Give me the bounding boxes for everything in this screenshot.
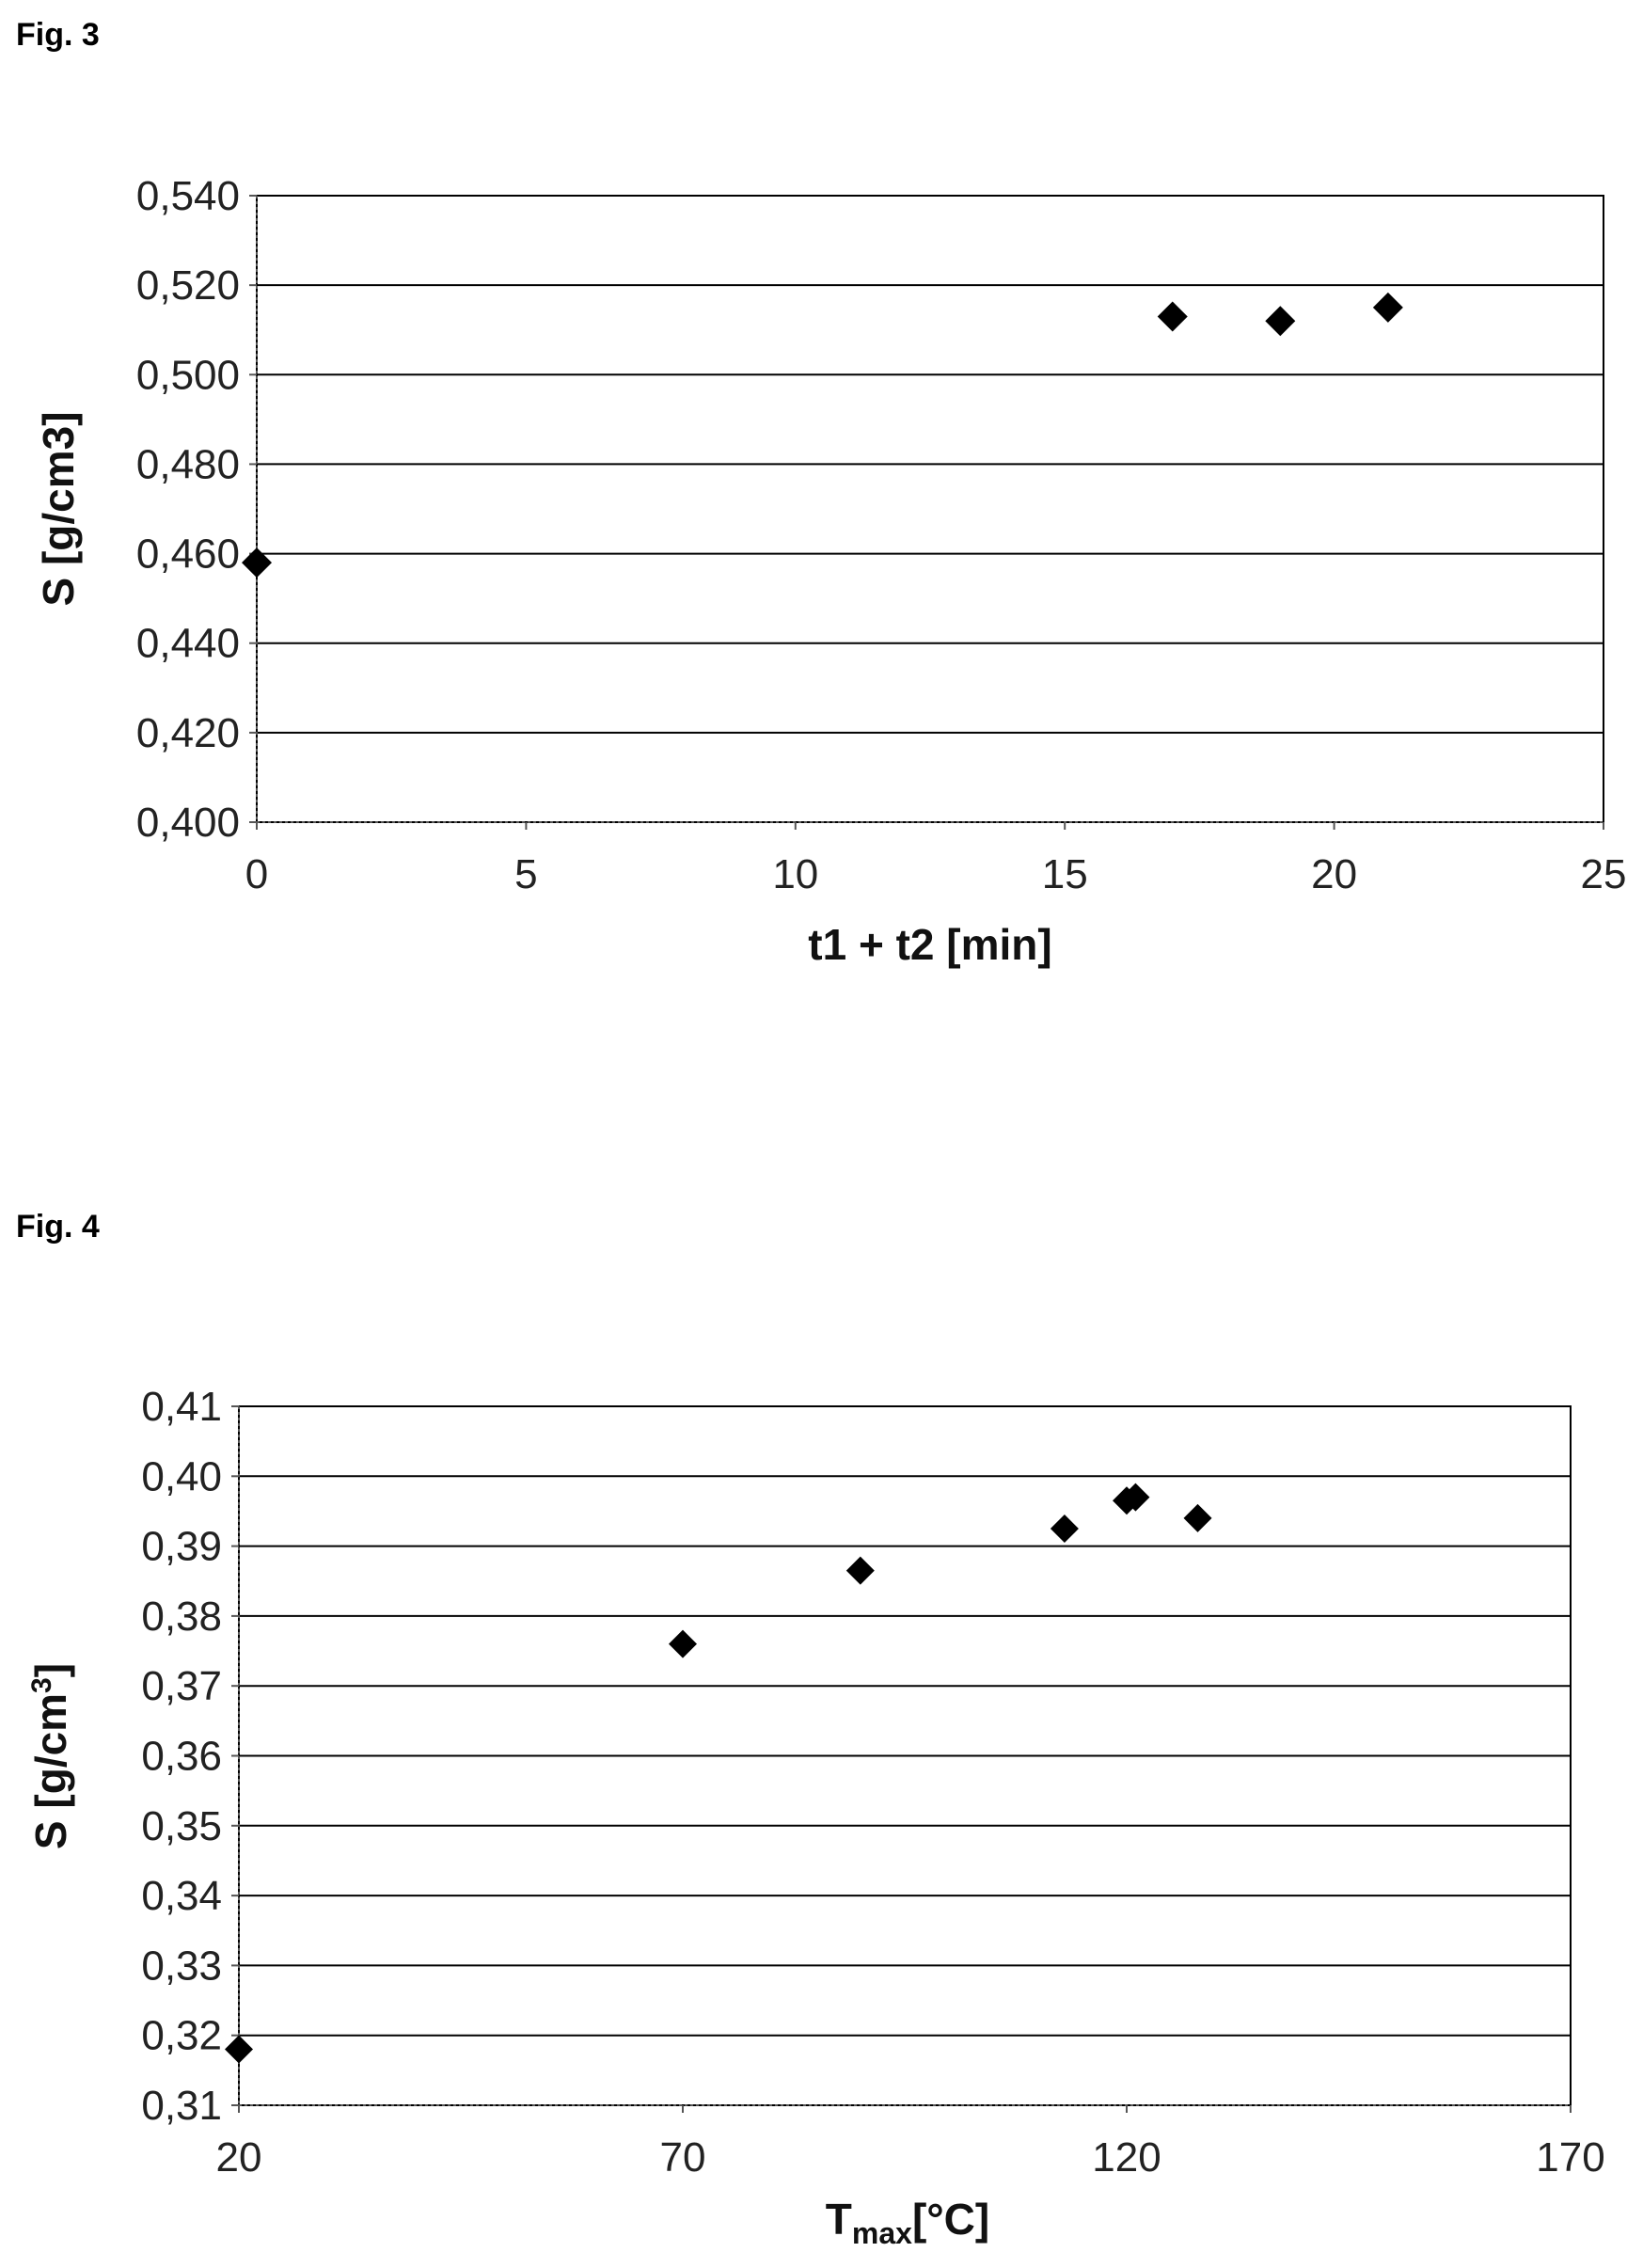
x-tick-label-fig4: 20	[216, 2134, 262, 2181]
y-tick-label-fig4: 0,37	[141, 1663, 222, 1709]
y-tick-label-fig4: 0,31	[141, 2083, 222, 2129]
points-fig4	[225, 1483, 1212, 2064]
x-axis-title-rest-fig4: [°C]	[912, 2195, 989, 2244]
data-point-fig3	[1372, 292, 1403, 323]
x-ticks-fig3: 0 5 10 15 20 25	[245, 822, 1627, 897]
y-tick-label-fig3: 0,440	[136, 621, 240, 667]
x-axis-title-fig3: t1 + t2 [min]	[808, 920, 1051, 969]
plot-area-fig3	[256, 195, 1604, 823]
x-axis-title-fig4: Tmax[°C]	[826, 2195, 989, 2250]
x-tick-label-fig4: 120	[1092, 2134, 1161, 2181]
points-fig3	[242, 292, 1403, 579]
x-axis-title-main-fig4: T	[826, 2195, 852, 2244]
y-ticks-fig4: 0,31 0,32 0,33 0,34 0,35 0,36 0,37 0,38 0,39 0,40…	[141, 1384, 239, 2129]
data-point-fig3	[1265, 306, 1296, 337]
y-tick-label-fig3: 0,420	[136, 710, 240, 756]
y-tick-label-fig3: 0,540	[136, 173, 240, 219]
data-point-fig4	[845, 1556, 875, 1585]
data-point-fig3	[1157, 301, 1188, 332]
y-tick-label-fig3: 0,520	[136, 262, 240, 309]
data-point-fig4	[225, 2035, 253, 2064]
figure-4-label: Fig. 4	[16, 1209, 100, 1245]
y-tick-label-fig3: 0,400	[136, 800, 240, 846]
data-point-fig4	[1121, 1483, 1150, 1512]
x-tick-label-fig3: 5	[514, 851, 537, 897]
data-point-fig4	[1183, 1503, 1212, 1532]
x-tick-label-fig3: 25	[1581, 851, 1627, 897]
y-ticks-fig3: 0,400 0,420 0,440 0,460 0,480 0,500 0,520 0,540	[136, 173, 257, 846]
y-tick-label-fig3: 0,500	[136, 352, 240, 398]
y-tick-label-fig4: 0,36	[141, 1734, 222, 1780]
y-axis-title-fig4: S [g/cm3]	[26, 1663, 75, 1849]
y-tick-label-fig3: 0,480	[136, 441, 240, 487]
gridlines-fig4	[239, 1475, 1571, 2037]
y-axis-title-fig3: S [g/cm3]	[34, 411, 83, 606]
y-tick-label-fig4: 0,41	[141, 1384, 222, 1430]
y-tick-label-fig3: 0,460	[136, 531, 240, 578]
scatter-chart-fig3: 0,400 0,420 0,440 0,460 0,480 0,500 0,520 0,540…	[34, 173, 1627, 969]
figure-3-label: Fig. 3	[16, 17, 100, 53]
x-ticks-fig4: 20 70 120 170	[216, 2105, 1605, 2181]
gridlines-fig3	[257, 284, 1604, 734]
x-tick-label-fig4: 70	[660, 2134, 706, 2181]
x-axis-title-sub-fig4: max	[852, 2216, 912, 2250]
y-tick-label-fig4: 0,34	[141, 1873, 222, 1919]
y-axis-title-main-fig4: S [g/cm	[26, 1693, 75, 1849]
y-tick-label-fig4: 0,32	[141, 2013, 222, 2059]
y-tick-label-fig4: 0,40	[141, 1453, 222, 1499]
data-point-fig4	[669, 1629, 697, 1658]
x-tick-label-fig3: 10	[772, 851, 818, 897]
data-point-fig3	[242, 547, 272, 579]
data-point-fig4	[1050, 1515, 1079, 1544]
y-tick-label-fig4: 0,33	[141, 1943, 222, 1989]
x-tick-label-fig3: 0	[245, 851, 268, 897]
x-tick-label-fig3: 15	[1042, 851, 1088, 897]
y-tick-label-fig4: 0,35	[141, 1803, 222, 1849]
y-tick-label-fig4: 0,38	[141, 1594, 222, 1640]
y-axis-title-end-fig4: ]	[26, 1663, 75, 1677]
y-tick-label-fig4: 0,39	[141, 1524, 222, 1570]
y-axis-title-sup-fig4: 3	[26, 1677, 57, 1693]
x-tick-label-fig3: 20	[1311, 851, 1357, 897]
x-tick-label-fig4: 170	[1536, 2134, 1604, 2181]
